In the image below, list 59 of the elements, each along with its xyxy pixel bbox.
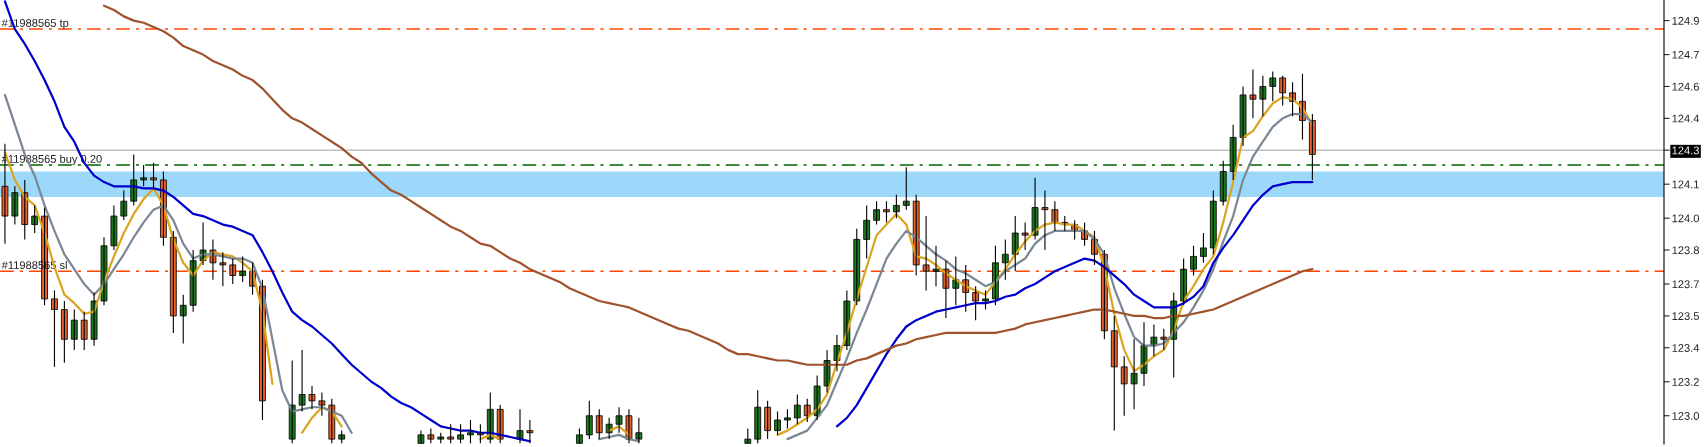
candlestick: [150, 162, 157, 189]
candlestick: [1130, 338, 1138, 410]
candlestick: [774, 410, 781, 436]
y-tick-label: 124.9: [1672, 16, 1699, 25]
candlestick: [1041, 190, 1049, 251]
candlestick: [447, 423, 455, 444]
candlestick: [467, 419, 474, 444]
candlestick: [1279, 75, 1287, 107]
candlestick: [595, 408, 603, 440]
candlestick: [31, 204, 39, 234]
y-tick-label: 124.6: [1672, 82, 1699, 91]
y-tick-label: 123.8: [1672, 246, 1699, 255]
candlestick: [1269, 71, 1277, 102]
candlestick: [1190, 245, 1197, 277]
candlestick: [417, 430, 425, 444]
candlestick: [754, 389, 762, 444]
candlestick: [883, 200, 890, 223]
y-tick-label: 123.4: [1672, 344, 1700, 352]
candlestick: [80, 311, 88, 351]
candlestick: [982, 289, 989, 311]
candlestick: [873, 200, 880, 226]
candlestick: [229, 257, 237, 285]
y-tick-label: 124.0: [1672, 214, 1700, 223]
candlestick: [120, 190, 128, 221]
candlestick: [784, 408, 791, 430]
y-tick-label: 124.4: [1672, 114, 1700, 123]
candlestick: [1021, 221, 1029, 251]
candlestick: [615, 406, 623, 434]
y-tick-label: 124.7: [1672, 50, 1699, 59]
candlestick: [1160, 328, 1168, 351]
candlestick: [1219, 160, 1227, 206]
candlestick: [585, 400, 593, 440]
candlestick: [526, 419, 534, 444]
candlestick: [1200, 232, 1207, 264]
y-tick-label: 123.7: [1672, 280, 1699, 289]
candlestick: [60, 300, 68, 364]
candlestick: [70, 308, 78, 351]
line-series: [102, 4, 1314, 366]
candlestick: [1110, 315, 1118, 432]
y-tick-label: 123.5: [1672, 312, 1699, 321]
candlestick: [1120, 355, 1128, 417]
candlestick: [308, 385, 316, 410]
candlestick: [457, 423, 464, 444]
y-tick-label: 124.3: [1672, 146, 1699, 155]
candlestick: [318, 391, 326, 417]
candlestick: [1249, 68, 1257, 119]
y-tick-label: 124.1: [1672, 180, 1699, 189]
candlestick: [972, 285, 980, 321]
candlestick: [298, 349, 306, 413]
candlestick: [922, 215, 930, 291]
candlestick: [140, 164, 148, 187]
candlestick: [932, 245, 940, 287]
y-tick-label: 123.2: [1672, 378, 1699, 386]
candlestick: [219, 251, 227, 287]
candlestick: [51, 289, 58, 368]
candlestick: [179, 294, 187, 345]
y-tick-label: 123.0: [1672, 412, 1700, 420]
candlestick: [110, 204, 118, 251]
candlestick: [793, 393, 801, 425]
